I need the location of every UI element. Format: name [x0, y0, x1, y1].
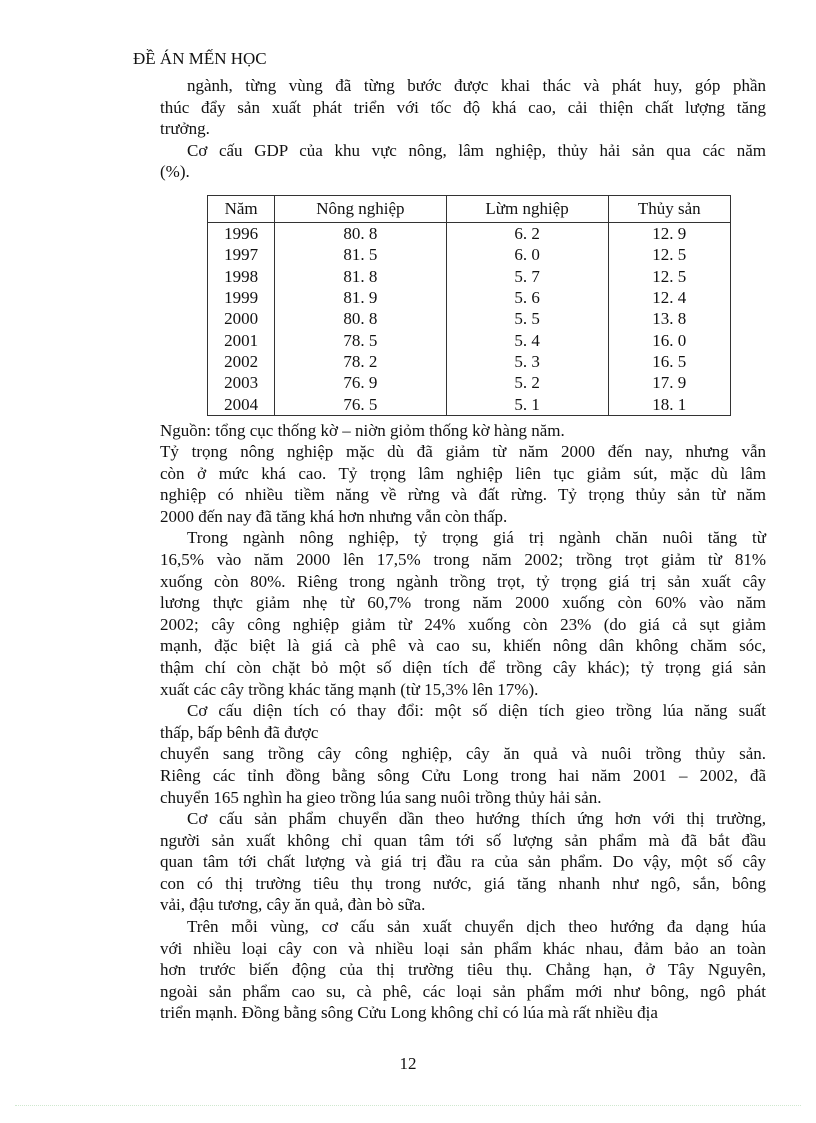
table-cell: 78. 2	[274, 350, 447, 373]
text-line: lương thực giảm nhẹ từ 60,7% trong năm 2…	[160, 593, 766, 613]
column-header: Thủy sản	[607, 195, 732, 223]
table-cell: 13. 8	[607, 308, 732, 330]
text-line: triển mạnh. Đồng bằng sông Cửu Long khôn…	[160, 1003, 658, 1023]
table-row: 1997 81. 5 6. 0 12. 5	[206, 244, 732, 266]
text-line: Cơ cấu diện tích có thay đổi: một số diệ…	[187, 701, 766, 721]
text-line: nghiệp có nhiều tiềm năng về rừng và đất…	[160, 485, 766, 505]
body-text: Tỷ trọng nông nghiệp mặc dù đã giảm từ n…	[160, 441, 766, 1024]
table-cell: 12. 9	[607, 222, 732, 245]
paragraph: Tỷ trọng nông nghiệp mặc dù đã giảm từ n…	[160, 441, 766, 527]
table-cell: 2004	[206, 393, 276, 416]
paragraph: Cơ cấu diện tích có thay đổi: một số diệ…	[160, 700, 766, 743]
text-line: người sản xuất không chỉ quan tâm tới số…	[160, 830, 766, 850]
table-cell: 1997	[206, 244, 276, 266]
gdp-structure-table: Năm Nông nghiệp Lừm nghiệp Thủy sản 1996 80.…	[206, 195, 732, 416]
text-line: với nhiều loại cây con và nhiều loại sản…	[160, 938, 766, 958]
table-cell: 78. 5	[274, 329, 447, 351]
text-line: ngoài sản phẩm cao su, cà phê, các loại …	[160, 981, 766, 1001]
table-cell: 5. 5	[445, 308, 609, 330]
text-line: quan tâm tới chất lượng và giá trị đầu r…	[160, 852, 766, 872]
paragraph: Cơ cấu GDP của khu vực nông, lâm nghiệp,…	[160, 140, 766, 183]
table-cell: 1998	[206, 265, 276, 287]
text-line: thúc đẩy sản xuất phát triển với tốc độ …	[160, 97, 766, 117]
table-source-note: Nguồn: tổng cục thống kờ – niờn giỏm thố…	[160, 421, 565, 440]
table-cell: 2001	[206, 329, 276, 351]
text-line: con có thị trường tiêu thụ trong nước, g…	[160, 873, 766, 893]
table-cell: 5. 3	[445, 350, 609, 373]
text-line: còn ở mức khá cao. Tỷ trọng lâm nghiệp l…	[160, 463, 766, 483]
text-line: thấp, bấp bênh đã được	[160, 722, 319, 742]
table-cell: 2000	[206, 308, 276, 330]
text-line: Cơ cấu GDP của khu vực nông, lâm nghiệp,…	[187, 140, 766, 160]
table-row: 1998 81. 8 5. 7 12. 5	[206, 265, 732, 287]
table-cell: 1996	[206, 222, 276, 245]
table-cell: 81. 9	[274, 286, 447, 309]
text-line: vải, đậu tương, cây ăn quả, đàn bò sữa.	[160, 895, 426, 915]
text-line: (%).	[160, 162, 190, 182]
text-line: chuyển sang trồng cây công nghiệp, cây ă…	[160, 744, 766, 764]
table-cell: 5. 7	[445, 265, 609, 287]
text-line: ngành, từng vùng đã từng bước được khai …	[187, 76, 766, 95]
text-line: 2002; cây công nghiệp giảm từ 24% xuống …	[160, 614, 766, 634]
text-line: thậm chí còn chặt bỏ một số diện tích để…	[160, 657, 766, 677]
text-line: Tỷ trọng nông nghiệp mặc dù đã giảm từ n…	[160, 442, 766, 461]
table-cell: 16. 0	[607, 329, 732, 351]
table-cell: 80. 8	[274, 308, 447, 330]
paragraph: Cơ cấu sản phẩm chuyển dần theo hướng th…	[160, 808, 766, 916]
table-row: 2000 80. 8 5. 5 13. 8	[206, 308, 732, 330]
column-header: Nông nghiệp	[274, 195, 447, 223]
text-line: trưởng.	[160, 119, 210, 139]
table-cell: 2003	[206, 372, 276, 394]
column-header: Năm	[206, 195, 276, 223]
table-cell: 5. 4	[445, 329, 609, 351]
text-line: hơn trước biến động của thị trường tiêu …	[160, 960, 766, 980]
table-row: 1996 80. 8 6. 2 12. 9	[206, 222, 732, 245]
table-cell: 76. 5	[274, 393, 447, 416]
column-header: Lừm nghiệp	[445, 195, 609, 223]
table-cell: 81. 8	[274, 265, 447, 287]
table-row: 2002 78. 2 5. 3 16. 5	[206, 350, 732, 373]
table-cell: 17. 9	[607, 372, 732, 394]
table-row: 2001 78. 5 5. 4 16. 0	[206, 329, 732, 351]
text-line: Trên mỗi vùng, cơ cấu sản xuất chuyển dị…	[187, 917, 766, 937]
text-line: 2000 đến nay đã tăng khá hơn nhưng vẫn c…	[160, 506, 508, 526]
text-line: xuất các cây trồng khác tăng mạnh (từ 15…	[160, 679, 539, 699]
paragraph: ngành, từng vùng đã từng bước được khai …	[160, 75, 766, 140]
page-number: 12	[399, 1054, 417, 1073]
table-cell: 80. 8	[274, 222, 447, 245]
table-cell: 5. 2	[445, 372, 609, 394]
table-cell: 12. 4	[607, 286, 732, 309]
table-row: 1999 81. 9 5. 6 12. 4	[206, 286, 732, 309]
paragraph: chuyển sang trồng cây công nghiệp, cây ă…	[160, 743, 766, 808]
table-cell: 12. 5	[607, 265, 732, 287]
running-header: ĐỀ ÁN MẾN HỌC	[133, 49, 267, 68]
page-bottom-divider	[15, 1105, 801, 1106]
table-cell: 5. 6	[445, 286, 609, 309]
table-cell: 81. 5	[274, 244, 447, 266]
text-line: Riêng các tỉnh đồng bằng sông Cửu Long t…	[160, 765, 766, 785]
table-cell: 2002	[206, 350, 276, 373]
text-line: Trong ngành nông nghiệp, tỷ trọng giá tr…	[187, 528, 766, 548]
text-line: 16,5% vào năm 2000 lên 17,5% trong năm 2…	[160, 549, 766, 569]
table-cell: 1999	[206, 286, 276, 309]
paragraph: Trên mỗi vùng, cơ cấu sản xuất chuyển dị…	[160, 916, 766, 1024]
table-row: 2004 76. 5 5. 1 18. 1	[206, 393, 732, 416]
table-cell: 5. 1	[445, 393, 609, 416]
table-cell: 18. 1	[607, 393, 732, 416]
table-cell: 6. 2	[445, 222, 609, 245]
table-cell: 12. 5	[607, 244, 732, 266]
table-cell: 6. 0	[445, 244, 609, 266]
text-line: mạnh, đặc biệt là giá cà phê và cao su, …	[160, 636, 766, 656]
paragraph: Trong ngành nông nghiệp, tỷ trọng giá tr…	[160, 527, 766, 700]
table-cell: 16. 5	[607, 350, 732, 373]
table-cell: 76. 9	[274, 372, 447, 394]
text-line: Cơ cấu sản phẩm chuyển dần theo hướng th…	[187, 809, 766, 829]
intro-text: ngành, từng vùng đã từng bước được khai …	[160, 75, 766, 183]
table-header-row: Năm Nông nghiệp Lừm nghiệp Thủy sản	[206, 195, 732, 223]
text-line: xuống còn 80%. Riêng trong ngành trồng t…	[160, 571, 766, 591]
text-line: chuyển 165 nghìn ha gieo trồng lúa sang …	[160, 787, 602, 807]
table-row: 2003 76. 9 5. 2 17. 9	[206, 372, 732, 394]
